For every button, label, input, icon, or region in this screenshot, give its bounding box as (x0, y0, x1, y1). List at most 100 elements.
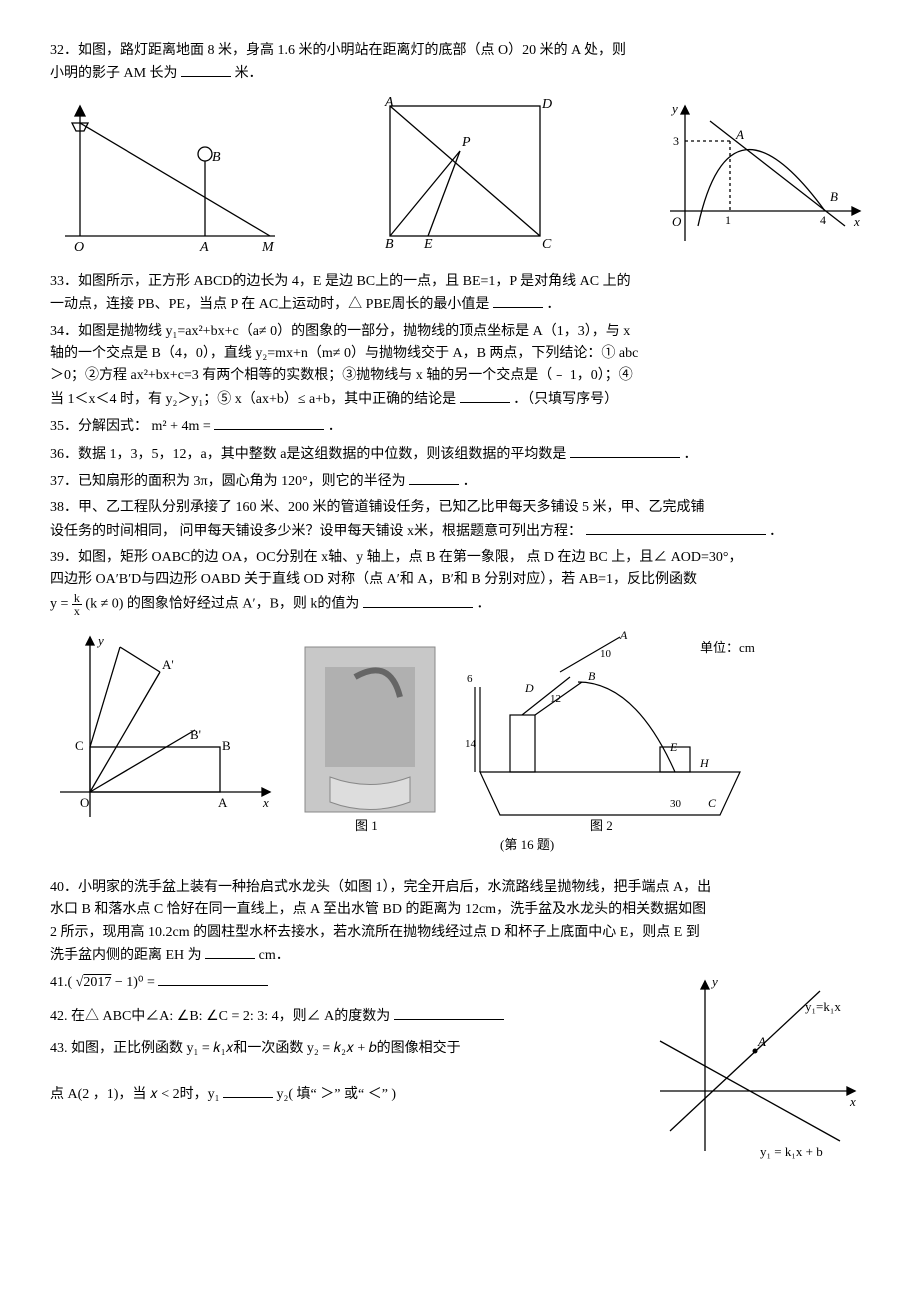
problem-33: 33．如图所示，正方形 ABCD的边长为 4，E 是边 BC上的一点，且 BE=… (50, 271, 870, 317)
f39-Bp: B' (190, 727, 201, 742)
lbl-B3: B (830, 189, 838, 204)
p39-b: 四边形 OA′B′D与四边形 OABD 关于直线 OD 对称（点 A′和 A，B… (50, 572, 697, 587)
blank-37 (409, 470, 459, 485)
f40b-cap: 图 2 (590, 818, 613, 833)
figure-40: 图 1 单位：cm A B D E H C 10 (300, 627, 780, 857)
blank-35 (214, 415, 324, 430)
p41-b: 2017 (83, 975, 111, 990)
lbl-1: 1 (725, 213, 731, 227)
blank-33 (493, 293, 543, 308)
p40-d: 洗手盆内侧的距离 EH 为 (50, 948, 202, 963)
blank-41 (158, 971, 268, 986)
f40a-cap: 图 1 (355, 818, 378, 833)
figure-lamp: O A M B (50, 101, 280, 251)
p34-a: 34．如图是抛物线 y₁=ax²+bx+c（a≠ 0）的图象的一部分，抛物线的顶… (50, 324, 630, 339)
figure-row-1: O A M B A B C D E P x y O (50, 96, 870, 251)
blank-36 (570, 443, 680, 458)
p35-b: ． (328, 419, 342, 434)
f43-x: x (849, 1094, 856, 1109)
f43-l2: y₁ = k₁x + b (760, 1144, 823, 1159)
p36-a: 36．数据 1，3，5，12，a，其中整数 a是这组数据的中位数，则该组数据的平… (50, 447, 566, 462)
p36-b: ． (683, 447, 697, 462)
figure-row-2: O A B C A' B' x y 图 1 (50, 627, 870, 857)
problem-36: 36．数据 1，3，5，12，a，其中整数 a是这组数据的中位数，则该组数据的平… (50, 443, 870, 466)
f40b-B: B (588, 669, 596, 683)
f43-y: y (710, 974, 718, 989)
problem-37: 37．已知扇形的面积为 3π，圆心角为 120°，则它的半径为 ． (50, 470, 870, 493)
lbl-x3: x (853, 214, 860, 229)
p35-a: 35．分解因式： m² + 4m = (50, 419, 211, 434)
f39-A: A (218, 795, 228, 810)
figure-39: O A B C A' B' x y (50, 627, 280, 827)
p41-c: − 1)⁰ = (111, 975, 155, 990)
p34-d: 当 1＜x＜4 时，有 y₂＞y₁；⑤ x（ax+b）≤ a+b，其中正确的结论… (50, 392, 456, 407)
lbl-A: A (199, 240, 209, 251)
p41-a: 41.( (50, 975, 76, 990)
p34-b: 轴的一个交点是 B（4，0），直线 y₂=mx+n（m≠ 0）与抛物线交于 A，… (50, 346, 638, 361)
p39-e: ． (476, 597, 490, 612)
p40-e: cm． (259, 948, 290, 963)
blank-34 (460, 388, 510, 403)
f40b-D: D (524, 681, 534, 695)
p34-e: ．（只填写序号） (513, 392, 618, 407)
blank-43 (223, 1083, 273, 1098)
problem-41: 41.( √2017 − 1)⁰ = (50, 971, 630, 994)
f39-Ap: A' (162, 657, 174, 672)
p33-c: ． (546, 297, 560, 312)
f40b-C: C (708, 796, 717, 810)
f43-A: A (757, 1034, 766, 1049)
lbl-O3: O (672, 214, 682, 229)
lbl-B: B (212, 150, 221, 165)
p32-text-a: 32．如图，路灯距离地面 8 米，身高 1.6 米的小明站在距离灯的底部（点 O… (50, 43, 626, 58)
problem-39: 39．如图，矩形 OABC的边 OA，OC分别在 x轴、y 轴上，点 B 在第一… (50, 547, 870, 617)
p38-c: ． (769, 524, 783, 539)
p37-b: ． (463, 474, 477, 489)
f40b-30: 30 (670, 798, 682, 810)
lbl-y3: y (670, 101, 678, 116)
p38-b: 设任务的时间相同， 问甲每天铺设多少米？设甲每天铺设 x米，根据题意可列出方程： (50, 524, 582, 539)
p32-text-c: 米． (235, 66, 263, 81)
p39-c: y = (50, 597, 72, 612)
p40-b: 水口 B 和落水点 C 恰好在同一直线上，点 A 至出水管 BD 的距离为 12… (50, 902, 706, 917)
problem-40: 40．小明家的洗手盆上装有一种抬启式水龙头（如图 1），完全开启后，水流路线呈抛… (50, 877, 870, 968)
problem-32: 32．如图，路灯距离地面 8 米，身高 1.6 米的小明站在距离灯的底部（点 O… (50, 40, 870, 86)
lbl-A3: A (735, 127, 744, 142)
lbl-3: 3 (673, 134, 679, 148)
f39-C: C (75, 738, 84, 753)
problem-42: 42. 在△ ABC中∠A: ∠B: ∠C = 2: 3: 4，则∠ A的度数为 (50, 1005, 630, 1028)
blank-39 (363, 593, 473, 608)
p40-a: 40．小明家的洗手盆上装有一种抬启式水龙头（如图 1），完全开启后，水流路线呈抛… (50, 880, 711, 895)
p43-a: 43. 如图，正比例函数 y₁ = 𝑘₁𝑥和一次函数 y₂ = 𝑘₂𝑥 + 𝑏的… (50, 1041, 461, 1056)
blank-32 (181, 62, 231, 77)
p33-a: 33．如图所示，正方形 ABCD的边长为 4，E 是边 BC上的一点，且 BE=… (50, 274, 631, 289)
f40a-title: (第 16 题) (500, 837, 554, 852)
f40b-A: A (619, 628, 628, 642)
problem-35: 35．分解因式： m² + 4m = ． (50, 415, 870, 438)
lbl-E2: E (423, 237, 433, 251)
lbl-C2: C (542, 237, 552, 251)
p38-a: 38．甲、乙工程队分别承接了 160 米、200 米的管道铺设任务，已知乙比甲每… (50, 500, 705, 515)
lbl-M: M (261, 240, 275, 251)
f40b-10: 10 (600, 648, 612, 660)
f39-y: y (96, 633, 104, 648)
p33-b: 一动点，连接 PB、PE，当点 P 在 AC上运动时，△ PBE周长的最小值是 (50, 297, 489, 312)
figure-43: y x A y₁=k₁x y₁ = k₁x + b (650, 971, 870, 1161)
f40b-unit: 单位：cm (700, 640, 755, 655)
problem-38: 38．甲、乙工程队分别承接了 160 米、200 米的管道铺设任务，已知乙比甲每… (50, 497, 870, 543)
f40b-6: 6 (467, 673, 473, 685)
figure-square: A B C D E P (350, 96, 580, 251)
f40b-H: H (699, 756, 710, 770)
p37-a: 37．已知扇形的面积为 3π，圆心角为 120°，则它的半径为 (50, 474, 406, 489)
p43-b: 点 A(2 ，1)，当 𝑥 < 2时，y₁ (50, 1087, 220, 1102)
f39-B: B (222, 738, 231, 753)
p32-text-b: 小明的影子 AM 长为 (50, 66, 178, 81)
f40b-14: 14 (465, 738, 477, 750)
lbl-P2: P (461, 135, 471, 150)
blank-40 (205, 944, 255, 959)
p40-c: 2 所示，现用高 10.2cm 的圆柱型水杯去接水，若水流所在抛物线经过点 D … (50, 925, 700, 940)
lbl-4: 4 (820, 213, 826, 227)
lbl-O: O (74, 240, 84, 251)
f40b-E: E (669, 740, 678, 754)
frac-kx: kx (72, 592, 82, 617)
f43-l1: y₁=k₁x (805, 999, 841, 1014)
